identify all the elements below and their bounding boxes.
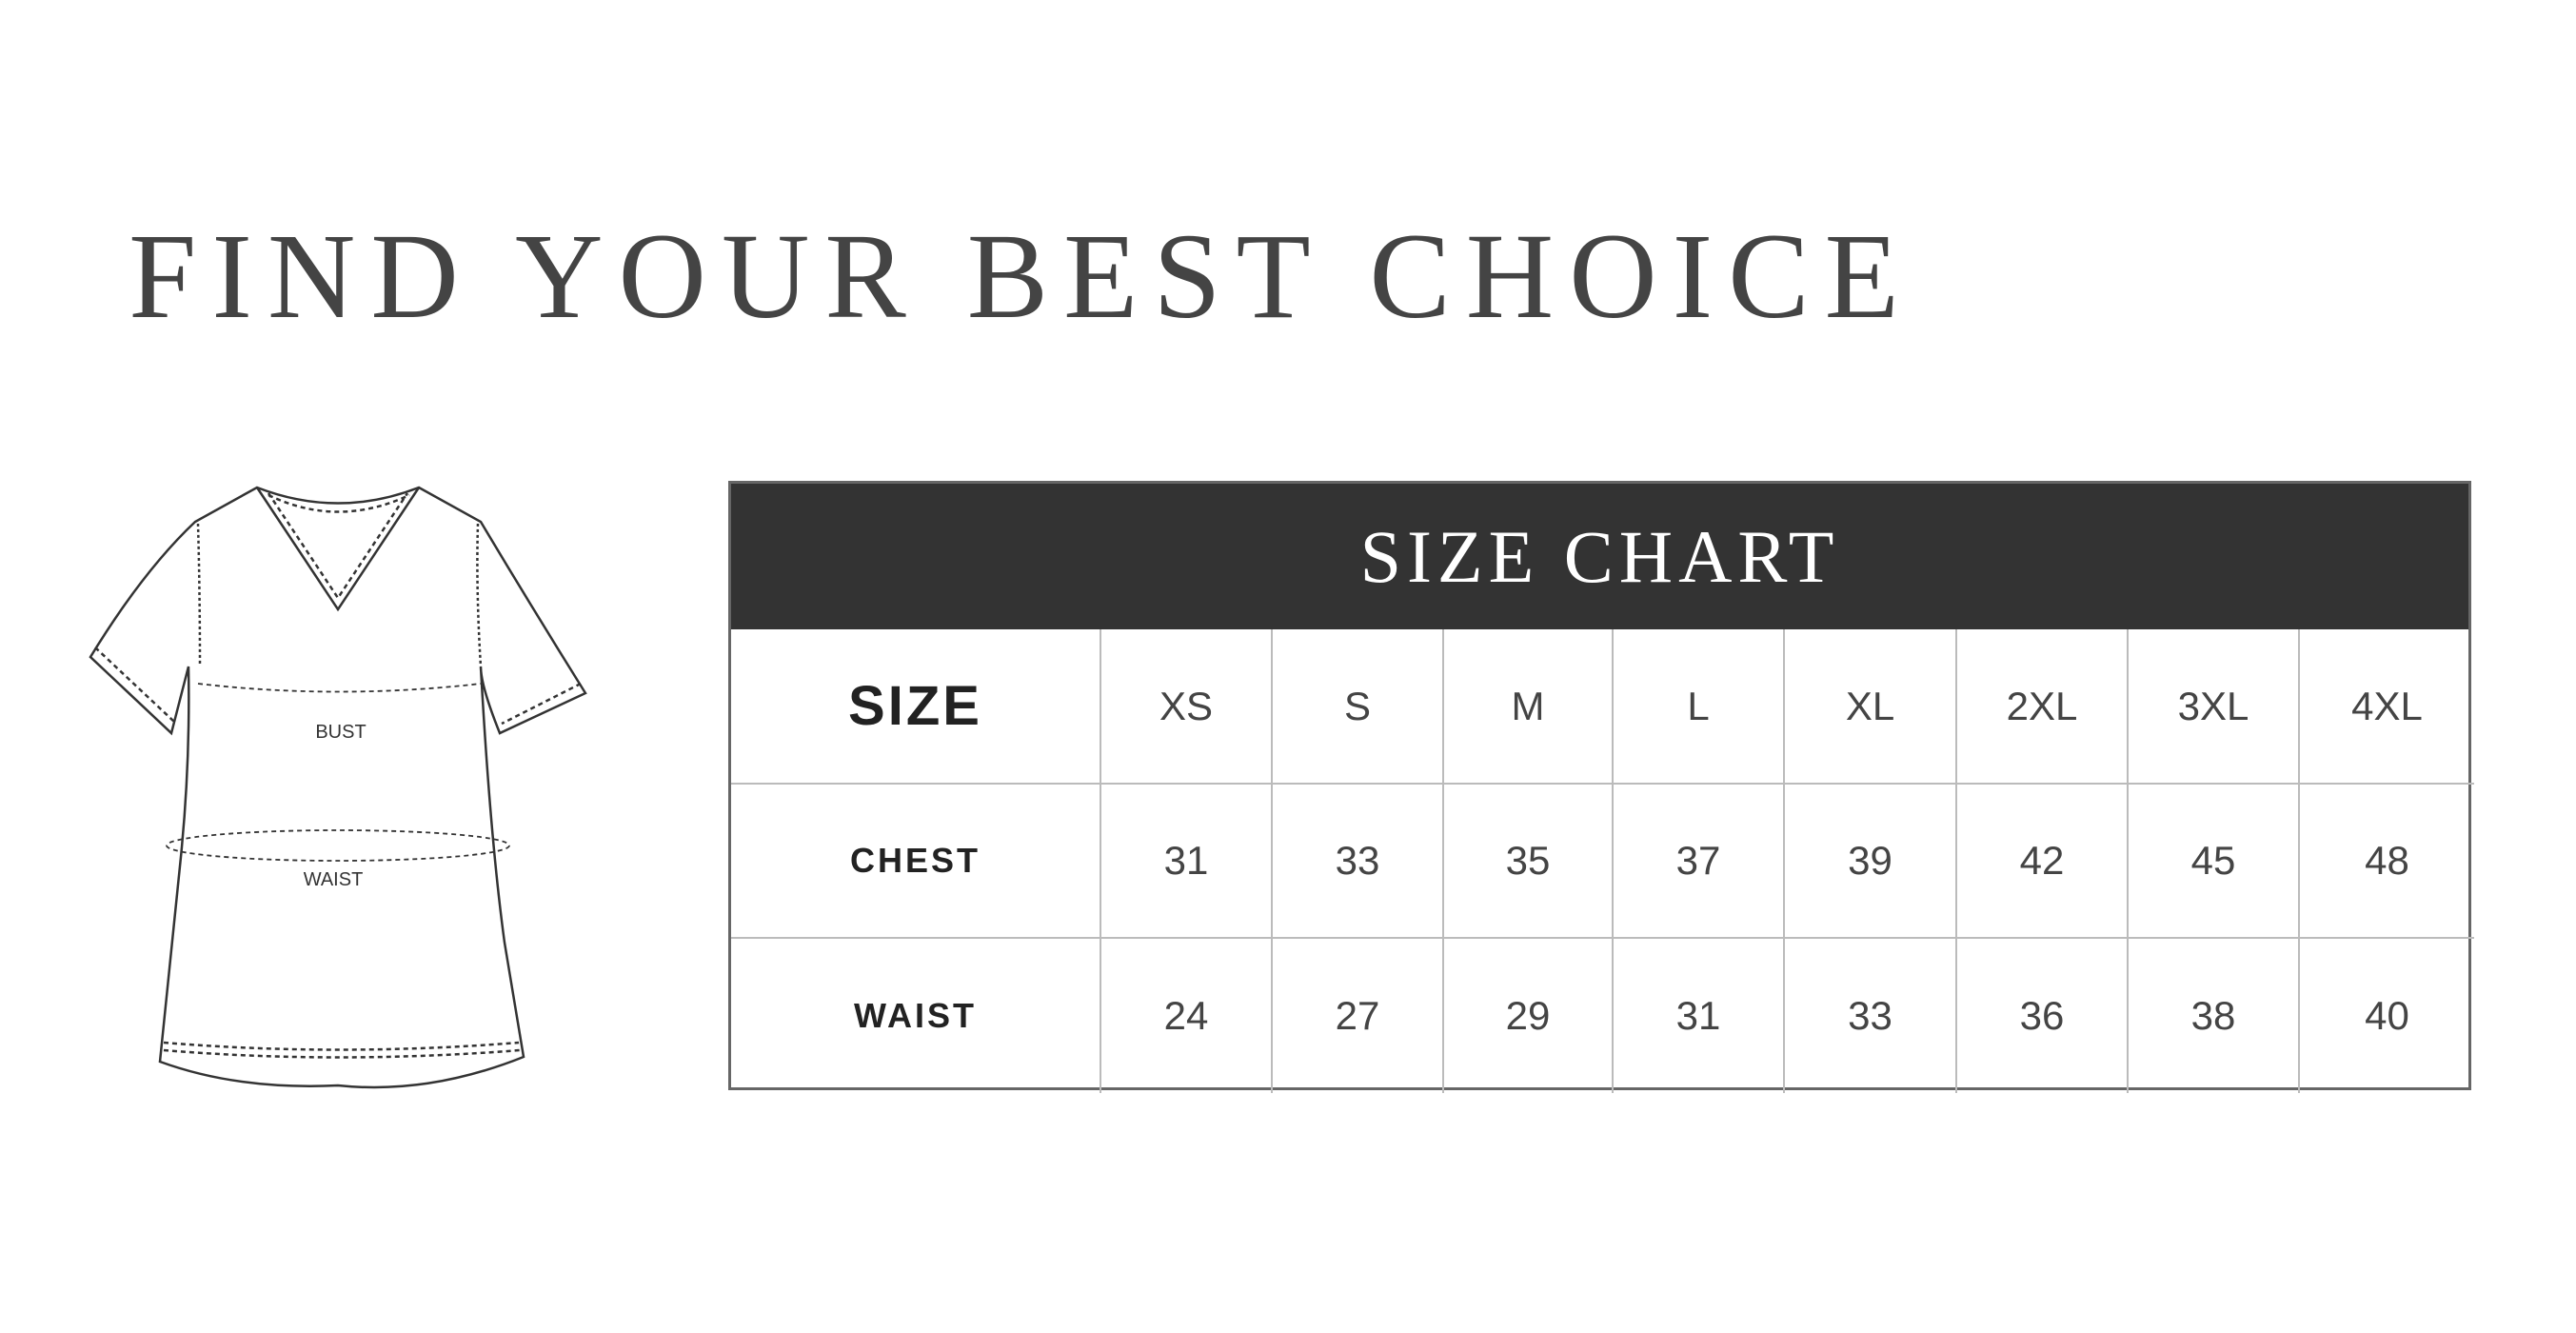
measurement-cell: 36 <box>1957 939 2129 1093</box>
measurement-cell: 45 <box>2129 785 2300 939</box>
measurement-cell: 33 <box>1785 939 1957 1093</box>
measurement-cell: 39 <box>1785 785 1957 939</box>
waist-label: WAIST <box>304 869 364 890</box>
size-column-header: 4XL <box>2300 629 2474 785</box>
measurement-cell: 38 <box>2129 939 2300 1093</box>
row-label: WAIST <box>731 939 1101 1093</box>
measurement-cell: 29 <box>1444 939 1614 1093</box>
size-column-header: XS <box>1101 629 1273 785</box>
row-label: CHEST <box>731 785 1101 939</box>
measurement-cell: 48 <box>2300 785 2474 939</box>
size-column-header: S <box>1273 629 1444 785</box>
measurement-cell: 24 <box>1101 939 1273 1093</box>
size-chart-table: SIZE CHART SIZE XS S M L XL 2XL 3XL 4XL CHEST 31 33… <box>728 481 2474 1093</box>
measurement-cell: 40 <box>2365 993 2409 1038</box>
size-column-header: 2XL <box>1957 629 2129 785</box>
size-column-header: XL <box>1785 629 1957 785</box>
measurement-cell: 33 <box>1273 785 1444 939</box>
size-header: SIZE <box>731 629 1101 785</box>
size-chart-title: SIZE CHART <box>731 484 2468 629</box>
size-column-header: 3XL <box>2129 629 2300 785</box>
measurement-cell: 31 <box>1101 785 1273 939</box>
size-column-header: M <box>1444 629 1614 785</box>
tshirt-illustration: BUST WAIST <box>89 486 587 1089</box>
measurement-cell: 27 <box>1273 939 1444 1093</box>
measurement-cell: 42 <box>1957 785 2129 939</box>
bust-label: BUST <box>315 722 366 743</box>
measurement-cell: 37 <box>1614 785 1785 939</box>
measurement-cell: 35 <box>1444 785 1614 939</box>
measurement-cell: 31 <box>1614 939 1785 1093</box>
page-title: FIND YOUR BEST CHOICE <box>129 209 1914 344</box>
size-column-header: L <box>1614 629 1785 785</box>
